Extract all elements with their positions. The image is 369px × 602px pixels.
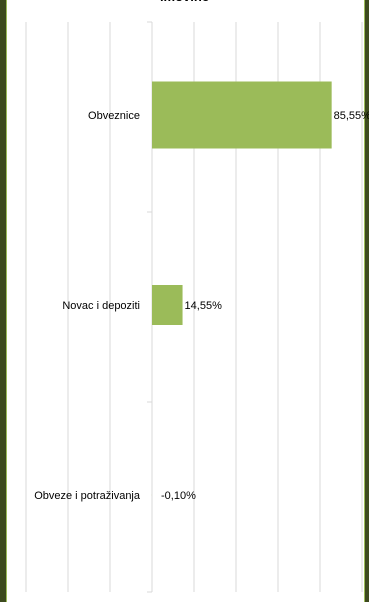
data-label: -0,10%: [161, 490, 196, 502]
category-label: Obveznice: [88, 110, 140, 122]
bar: [152, 285, 183, 325]
data-label: 14,55%: [185, 300, 223, 312]
data-label: 85,55%: [334, 110, 369, 122]
category-label: Obveze i potraživanja: [34, 490, 141, 502]
category-label: Novac i depoziti: [62, 300, 140, 312]
bar: [152, 81, 332, 149]
chart-title: imovine: [0, 0, 369, 4]
